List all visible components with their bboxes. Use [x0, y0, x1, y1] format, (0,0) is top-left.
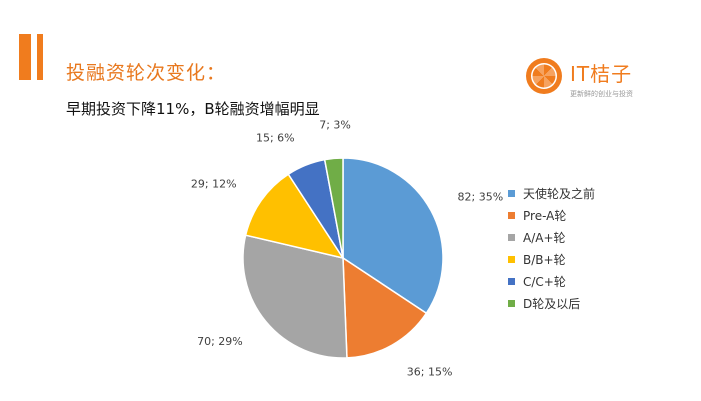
legend-swatch — [508, 233, 515, 241]
pie-slice-1 — [342, 256, 428, 359]
legend-label: A/A+轮 — [523, 230, 566, 245]
legend-item-3: B/B+轮 — [508, 248, 595, 270]
legend-label: Pre-A轮 — [523, 208, 567, 223]
legend-label: 天使轮及之前 — [523, 186, 596, 201]
accent-bar-narrow — [37, 34, 43, 80]
legend-label: D轮及以后 — [523, 296, 581, 311]
legend-swatch — [508, 211, 515, 219]
logo-tagline: 更新鲜的创业与投资 — [570, 90, 633, 98]
legend-item-1: Pre-A轮 — [508, 204, 595, 226]
legend-label: C/C+轮 — [523, 274, 566, 289]
pie-slice-3 — [244, 173, 345, 260]
data-label-0: 82; 35% — [458, 190, 504, 203]
data-label-2: 70; 29% — [197, 335, 243, 348]
legend-item-5: D轮及以后 — [508, 292, 595, 314]
data-label-5: 7; 3% — [319, 119, 351, 132]
slide-title: 投融资轮次变化： — [66, 62, 227, 84]
data-label-4: 15; 6% — [256, 131, 295, 144]
data-label-1: 36; 15% — [407, 365, 453, 378]
legend-swatch — [508, 277, 515, 285]
chart-legend: 天使轮及之前 Pre-A轮 A/A+轮 B/B+轮 C/C+轮 D轮及以后 — [508, 182, 595, 314]
legend-swatch — [508, 255, 515, 263]
accent-bar-wide — [19, 34, 31, 80]
legend-item-0: 天使轮及之前 — [508, 182, 595, 204]
slide-subtitle: 早期投资下降11%，B轮融资增幅明显 — [66, 100, 320, 118]
legend-swatch — [508, 189, 515, 197]
legend-item-2: A/A+轮 — [508, 226, 595, 248]
legend-swatch — [508, 299, 515, 307]
orange-slice-icon — [526, 58, 562, 94]
itjuzi-logo: IT桔子 更新鲜的创业与投资 — [524, 56, 654, 106]
logo-text: IT桔子 — [570, 62, 633, 86]
legend-item-4: C/C+轮 — [508, 270, 595, 292]
legend-label: B/B+轮 — [523, 252, 566, 267]
data-label-3: 29; 12% — [191, 177, 237, 190]
pie-slice-5 — [323, 157, 344, 259]
pie-slice-2 — [242, 234, 348, 359]
